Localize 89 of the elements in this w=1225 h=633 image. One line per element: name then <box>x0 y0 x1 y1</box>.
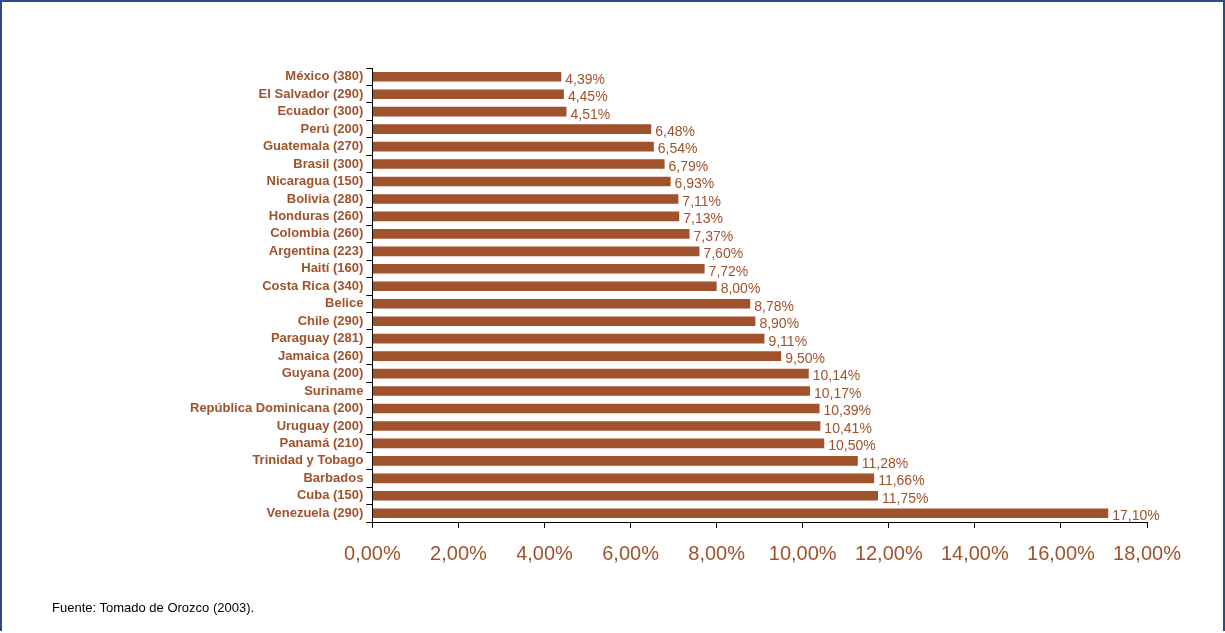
data-label: 6,48% <box>655 122 695 139</box>
data-label: 6,79% <box>668 157 709 174</box>
y-tick-label: Bolivia (280) <box>286 190 364 206</box>
data-label: 8,78% <box>754 297 794 314</box>
y-tick-label: Honduras (260) <box>268 208 364 223</box>
y-tick-label: Guatemala (270) <box>262 138 364 154</box>
bar <box>372 264 705 274</box>
data-label: 7,11% <box>682 192 722 209</box>
data-label: 10,17% <box>814 384 862 401</box>
y-tick-label: El Salvador (290) <box>258 85 364 101</box>
x-tick-label: 6,00% <box>602 541 660 564</box>
data-label: 8,90% <box>759 315 800 332</box>
bar <box>372 403 820 414</box>
data-label: 10,14% <box>812 367 861 384</box>
bar <box>372 386 811 396</box>
data-label: 17,10% <box>1112 507 1160 524</box>
data-label: 10,39% <box>823 402 871 419</box>
x-tick-label: 16,00% <box>1027 541 1096 564</box>
bar <box>372 473 875 484</box>
y-tick-label: Suriname <box>304 382 364 398</box>
bar <box>372 351 782 361</box>
data-label: 9,50% <box>785 349 825 366</box>
data-label: 6,93% <box>674 175 715 192</box>
y-tick-label: México (380) <box>285 68 364 84</box>
data-label: 7,72% <box>708 262 749 279</box>
data-label: 7,37% <box>693 227 734 244</box>
y-tick-label: República Dominicana (200) <box>189 400 364 416</box>
y-tick-label: Guyana (200) <box>281 365 364 381</box>
x-tick-label: 8,00% <box>688 541 746 564</box>
bar <box>372 281 717 292</box>
y-tick-label: Nicaragua (150) <box>266 173 364 189</box>
bar <box>372 229 690 239</box>
bar <box>372 141 654 152</box>
bar <box>372 508 1109 519</box>
data-label: 10,41% <box>824 419 872 436</box>
y-tick-label: Jamaica (260) <box>278 347 364 363</box>
y-tick-label: Brasil (300) <box>293 155 364 171</box>
bar <box>372 194 679 204</box>
bar <box>372 211 680 222</box>
x-tick-label: 14,00% <box>940 541 1009 564</box>
x-tick-label: 4,00% <box>516 541 574 564</box>
bar <box>372 333 765 344</box>
bar <box>372 368 809 379</box>
bar <box>372 176 671 187</box>
data-label: 4,51% <box>570 105 611 122</box>
y-tick-label: Haití (160) <box>301 260 364 276</box>
data-label: 7,60% <box>703 245 744 262</box>
bar <box>372 159 665 169</box>
bar <box>372 421 821 431</box>
y-tick-label: Venezuela (290) <box>266 504 364 520</box>
data-label: 11,66% <box>878 472 925 489</box>
data-label: 10,50% <box>828 437 876 454</box>
bar <box>372 316 756 326</box>
data-label: 9,11% <box>768 332 808 349</box>
y-tick-label: Costa Rica (340) <box>262 277 364 293</box>
y-tick-label: Perú (200) <box>300 120 364 136</box>
bar <box>372 106 567 117</box>
x-tick-label: 0,00% <box>344 541 401 564</box>
y-tick-label: Ecuador (300) <box>277 103 364 119</box>
y-tick-label: Barbados <box>303 469 364 485</box>
y-tick-label: Panamá (210) <box>279 435 364 450</box>
y-tick-label: Trinidad y Tobago <box>252 452 364 468</box>
x-tick-label: 10,00% <box>768 541 837 564</box>
y-tick-label: Paraguay (281) <box>270 330 364 346</box>
y-tick-label: Belice <box>325 295 364 311</box>
bar <box>372 456 858 466</box>
data-label: 11,75% <box>882 489 929 506</box>
bar <box>372 71 562 82</box>
data-label: 11,28% <box>861 454 909 471</box>
data-label: 4,45% <box>567 88 608 105</box>
bar <box>372 438 825 449</box>
x-tick-label: 12,00% <box>854 541 923 564</box>
bar <box>372 246 700 257</box>
y-tick-label: Chile (290) <box>297 312 364 328</box>
data-label: 7,13% <box>683 210 723 227</box>
y-tick-label: Uruguay (200) <box>276 417 364 433</box>
bar <box>372 491 879 501</box>
source-note: Fuente: Tomado de Orozco (2003). <box>52 600 255 615</box>
data-label: 4,39% <box>565 70 605 87</box>
x-tick-label: 2,00% <box>430 541 488 564</box>
bar <box>372 89 564 99</box>
data-label: 6,54% <box>657 140 698 157</box>
x-tick-label: 18,00% <box>1113 541 1182 564</box>
y-tick-label: Argentina (223) <box>268 242 364 258</box>
y-tick-label: Colombia (260) <box>270 225 364 241</box>
bar <box>372 124 652 134</box>
y-tick-label: Cuba (150) <box>296 487 364 503</box>
bar <box>372 298 751 309</box>
data-label: 8,00% <box>720 280 761 297</box>
